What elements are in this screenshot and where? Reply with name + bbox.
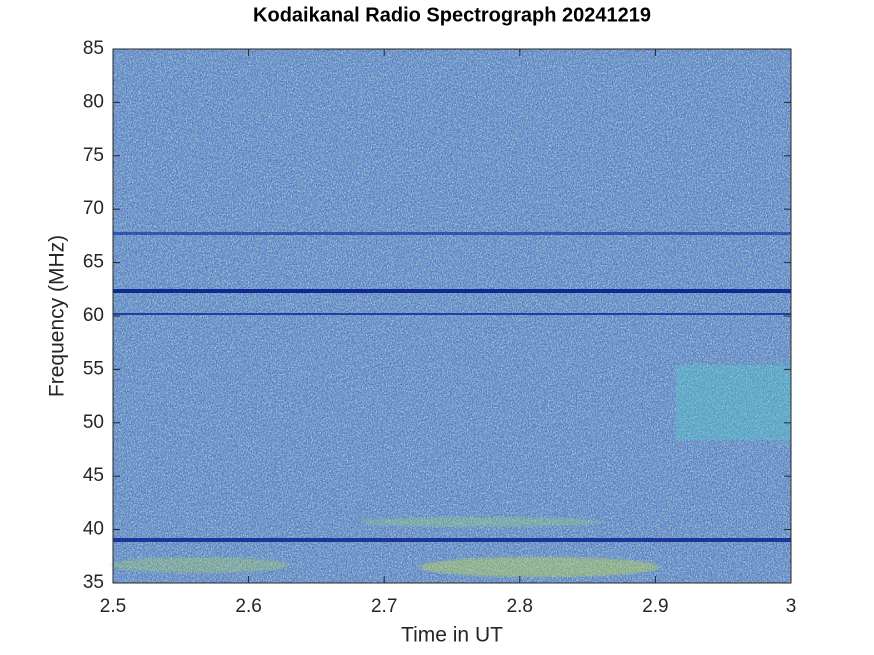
chart-title: Kodaikanal Radio Spectrograph 20241219 <box>253 4 651 26</box>
y-tick-label: 70 <box>83 198 104 219</box>
x-axis-label: Time in UT <box>401 624 503 647</box>
y-tick-label: 65 <box>83 252 104 273</box>
x-tick-label: 3 <box>786 596 797 617</box>
y-axis-label: Frequency (MHz) <box>46 235 69 397</box>
y-tick-label: 35 <box>83 572 104 593</box>
x-tick-label: 2.5 <box>100 596 126 617</box>
spectrogram-image <box>110 49 791 583</box>
x-tick-label: 2.6 <box>235 596 261 617</box>
y-tick-label: 55 <box>83 358 104 379</box>
y-tick-label: 45 <box>83 465 104 486</box>
y-tick-label: 75 <box>83 145 104 166</box>
y-tick-label: 85 <box>83 38 104 59</box>
y-tick-label: 50 <box>83 412 104 433</box>
x-tick-label: 2.9 <box>642 596 668 617</box>
x-tick-label: 2.8 <box>507 596 533 617</box>
x-tick-label: 2.7 <box>371 596 397 617</box>
y-tick-label: 60 <box>83 305 104 326</box>
y-tick-label: 40 <box>83 519 104 540</box>
y-tick-label: 80 <box>83 91 104 112</box>
